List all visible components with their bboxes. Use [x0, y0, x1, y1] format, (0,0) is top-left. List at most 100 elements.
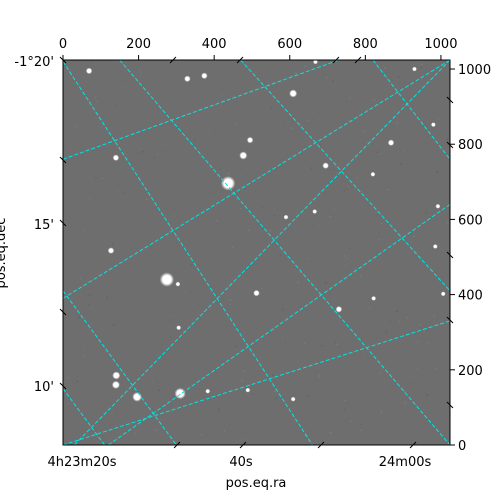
y-axis-label: pos.eq.dec	[0, 218, 9, 289]
star-15	[108, 248, 113, 253]
noise-speck	[344, 397, 346, 399]
noise-speck	[272, 374, 274, 376]
noise-speck	[343, 190, 346, 192]
noise-speck	[223, 430, 226, 432]
noise-speck	[144, 427, 146, 429]
noise-speck	[332, 79, 334, 82]
noise-speck	[82, 355, 85, 358]
noise-speck	[329, 169, 332, 171]
star-30	[412, 67, 416, 71]
noise-speck	[436, 170, 439, 173]
noise-speck	[404, 401, 407, 404]
star-14	[389, 140, 394, 145]
noise-speck	[123, 191, 126, 194]
noise-speck	[446, 138, 449, 140]
noise-speck	[100, 382, 103, 385]
noise-speck	[252, 208, 254, 210]
noise-speck	[321, 344, 323, 347]
noise-speck	[199, 192, 201, 194]
noise-speck	[386, 187, 388, 189]
star-27	[177, 326, 181, 330]
noise-speck	[425, 325, 427, 327]
wcs-tick	[59, 156, 67, 164]
noise-speck	[240, 207, 242, 210]
grid-line-1	[63, 60, 450, 299]
noise-speck	[236, 198, 239, 201]
noise-speck	[433, 315, 436, 318]
right-tick-label: 0	[458, 439, 466, 454]
noise-speck	[297, 281, 300, 284]
star-32	[371, 172, 375, 176]
x-axis-label: pos.eq.ra	[226, 476, 287, 491]
noise-speck	[343, 255, 346, 257]
noise-speck	[334, 341, 336, 344]
noise-speck	[303, 311, 305, 313]
noise-speck	[344, 399, 347, 402]
noise-speck	[239, 287, 241, 289]
right-tick-label: 800	[458, 138, 483, 153]
noise-speck	[255, 72, 257, 74]
noise-speck	[97, 303, 100, 305]
noise-speck	[306, 119, 309, 122]
star-8	[248, 138, 253, 143]
noise-speck	[191, 303, 194, 306]
noise-speck	[342, 269, 344, 272]
noise-speck	[80, 277, 83, 280]
noise-speck	[396, 121, 399, 124]
star-10	[185, 76, 190, 81]
noise-speck	[213, 134, 215, 136]
noise-speck	[333, 208, 335, 211]
noise-speck	[356, 177, 358, 179]
noise-speck	[142, 203, 144, 205]
noise-speck	[344, 264, 346, 266]
noise-speck	[380, 411, 383, 414]
noise-speck	[95, 177, 97, 179]
noise-speck	[354, 268, 357, 270]
noise-speck	[318, 375, 321, 377]
noise-speck	[142, 150, 144, 153]
noise-speck	[253, 106, 255, 108]
noise-speck	[205, 180, 207, 183]
noise-speck	[78, 148, 81, 150]
noise-speck	[395, 310, 398, 313]
noise-speck	[190, 263, 193, 266]
noise-speck	[262, 207, 264, 209]
noise-speck	[318, 98, 320, 100]
noise-speck	[128, 89, 130, 91]
noise-speck	[93, 101, 95, 103]
noise-speck	[336, 343, 339, 346]
noise-speck	[417, 341, 419, 343]
noise-speck	[317, 224, 319, 226]
noise-speck	[273, 214, 276, 217]
noise-speck	[77, 316, 80, 319]
star-20	[291, 397, 295, 401]
noise-speck	[229, 298, 232, 301]
noise-speck	[88, 303, 90, 306]
wcs-tick	[446, 401, 454, 409]
star-22	[441, 292, 445, 296]
noise-speck	[219, 301, 220, 303]
noise-speck	[259, 106, 261, 108]
noise-speck	[140, 337, 143, 339]
noise-speck	[307, 258, 310, 260]
noise-speck	[427, 342, 430, 345]
noise-speck	[426, 393, 429, 396]
noise-speck	[231, 246, 234, 249]
right-tick-label: 1000	[458, 63, 491, 78]
noise-speck	[386, 188, 389, 191]
dec-tick-label-1: 15'	[34, 218, 54, 233]
wcs-tick	[317, 441, 325, 449]
noise-speck	[312, 225, 315, 227]
star-24	[284, 215, 288, 219]
noise-speck	[446, 221, 449, 224]
noise-speck	[92, 216, 94, 218]
noise-speck	[373, 99, 376, 102]
noise-speck	[425, 211, 428, 214]
noise-speck	[373, 125, 375, 127]
wcs-tick	[446, 96, 454, 104]
noise-speck	[368, 306, 371, 309]
noise-speck	[399, 320, 401, 322]
noise-speck	[252, 392, 255, 395]
star-6	[240, 152, 246, 158]
